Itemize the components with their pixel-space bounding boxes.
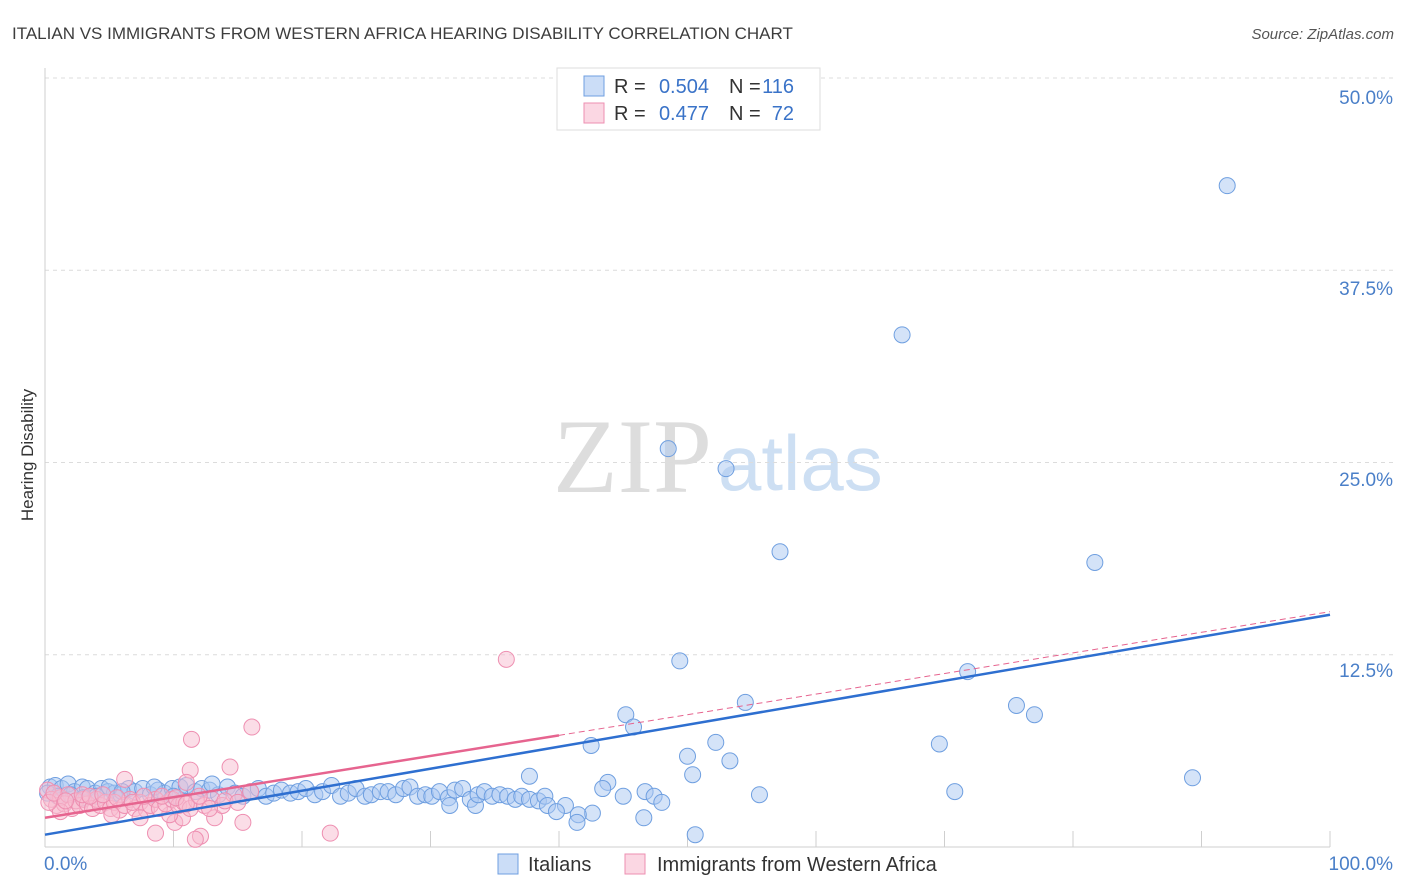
western-africa-point xyxy=(221,758,239,776)
italians-point xyxy=(1086,553,1104,571)
source-label: Source: ZipAtlas.com xyxy=(1251,26,1394,43)
series-legend: Italians Immigrants from Western Africa xyxy=(497,853,938,876)
italians-point xyxy=(893,326,911,344)
italians-point xyxy=(686,826,704,844)
x-tick-label-max: 100.0% xyxy=(1329,854,1394,875)
italians-point xyxy=(930,735,948,753)
western-africa-point xyxy=(153,787,171,805)
western-africa-point xyxy=(94,786,112,804)
western-africa-point xyxy=(57,792,75,810)
italians-point xyxy=(568,813,586,831)
western-africa-point xyxy=(497,650,515,668)
italians-point xyxy=(659,440,677,458)
italians-point xyxy=(1025,706,1043,724)
italians-point xyxy=(736,693,754,711)
n-label: N = xyxy=(729,76,761,98)
italians-point xyxy=(583,804,601,822)
western-africa-swatch xyxy=(583,102,605,124)
trend-lines xyxy=(44,611,1331,836)
y-tick-label: 50.0% xyxy=(1339,88,1393,109)
y-tick-label: 25.0% xyxy=(1339,470,1393,491)
italians-legend-swatch xyxy=(497,853,519,875)
italians-swatch xyxy=(583,75,605,97)
western-africa-point xyxy=(147,824,165,842)
italians-point xyxy=(635,809,653,827)
western-africa-point xyxy=(108,789,126,807)
italians-n-value: 116 xyxy=(762,76,794,98)
italians-point xyxy=(617,706,635,724)
italians-point xyxy=(750,786,768,804)
italians-point xyxy=(594,780,612,798)
western-africa-r-value: 0.477 xyxy=(659,103,709,125)
italians-point xyxy=(441,796,459,814)
italians-point xyxy=(653,793,671,811)
watermark: ZIP atlas xyxy=(553,398,883,515)
italians-legend-label: Italians xyxy=(528,854,591,876)
western-africa-point xyxy=(234,813,252,831)
italians-point xyxy=(614,787,632,805)
x-axis-ticks xyxy=(173,831,1331,847)
italians-r-value: 0.504 xyxy=(659,76,709,98)
italians-point xyxy=(671,652,689,670)
x-tick-labels: 0.0% 100.0% xyxy=(44,854,1393,875)
watermark-zip: ZIP xyxy=(553,398,712,515)
italians-point xyxy=(679,747,696,765)
western-africa-point xyxy=(177,773,195,791)
italians-trend-line xyxy=(44,613,1331,836)
western-africa-point xyxy=(182,730,200,748)
italians-point xyxy=(1007,697,1025,715)
italians-point xyxy=(771,543,789,561)
italians-points xyxy=(39,177,1236,844)
italians-point xyxy=(707,733,725,751)
n-label: N = xyxy=(729,103,761,125)
western-africa-point xyxy=(186,830,204,848)
italians-point xyxy=(547,803,565,821)
italians-point xyxy=(946,783,964,801)
italians-point xyxy=(520,767,538,785)
western-africa-point xyxy=(321,824,339,842)
y-axis-title: Hearing Disability xyxy=(18,388,37,521)
r-label: R = xyxy=(614,76,646,98)
italians-point xyxy=(1218,177,1236,195)
western-africa-legend-swatch xyxy=(624,853,646,875)
western-africa-trend-line xyxy=(44,734,560,820)
western-africa-points xyxy=(39,650,515,848)
italians-point xyxy=(1184,769,1202,787)
r-label: R = xyxy=(614,103,646,125)
gridlines xyxy=(45,77,1393,656)
italians-point xyxy=(717,460,735,478)
western-africa-legend-label: Immigrants from Western Africa xyxy=(657,854,938,876)
x-tick-label-min: 0.0% xyxy=(44,854,87,875)
stats-legend: R = 0.504 N = 116 R = 0.477 N = 72 xyxy=(556,67,821,131)
western-africa-point xyxy=(243,718,261,736)
y-tick-label: 12.5% xyxy=(1339,661,1393,682)
italians-point xyxy=(684,766,702,784)
western-africa-point xyxy=(116,770,134,788)
western-africa-trend-line-extension xyxy=(558,611,1331,736)
chart-title: ITALIAN VS IMMIGRANTS FROM WESTERN AFRIC… xyxy=(12,24,793,43)
y-tick-label: 37.5% xyxy=(1339,279,1393,300)
italians-point xyxy=(721,752,739,770)
western-africa-n-value: 72 xyxy=(772,103,794,125)
y-tick-labels: 50.0% 37.5% 25.0% 12.5% xyxy=(1339,88,1393,682)
